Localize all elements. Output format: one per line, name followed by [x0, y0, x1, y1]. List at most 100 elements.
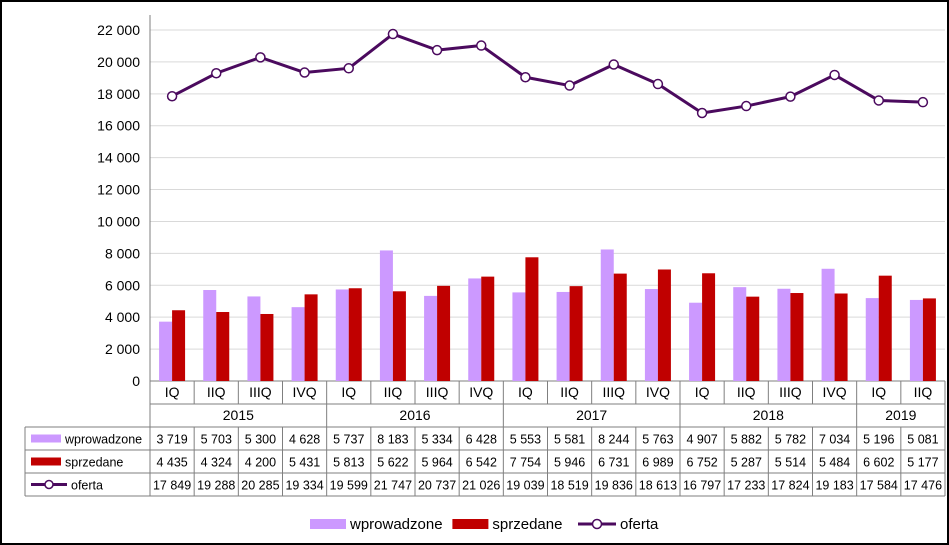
table-cell-value: 5 081 — [907, 433, 938, 447]
year-label: 2016 — [399, 407, 430, 423]
y-tick-label: 8 000 — [105, 245, 140, 261]
table-cell-value: 8 244 — [598, 433, 629, 447]
table-cell-value: 19 039 — [506, 479, 544, 493]
table-cell-value: 6 989 — [642, 456, 673, 470]
point-oferta — [785, 91, 796, 102]
table-cell-value: 19 183 — [815, 479, 853, 493]
point-oferta — [387, 28, 399, 40]
y-tick-label: 20 000 — [97, 54, 140, 70]
table-cell-value: 5 553 — [510, 433, 541, 447]
table-cell-value: 6 542 — [466, 456, 497, 470]
x-tick-label: IQ — [165, 384, 180, 400]
point-oferta — [255, 52, 266, 63]
x-tick-label: IQ — [518, 384, 533, 400]
point-oferta — [520, 71, 531, 83]
bar-sprzedane — [702, 273, 716, 381]
x-tick-label: IQ — [871, 384, 886, 400]
x-tick-label: IIQ — [207, 384, 226, 400]
y-tick-label: 22 000 — [97, 22, 140, 38]
bar-wprowadzone — [424, 295, 438, 381]
x-tick-label: IVQ — [646, 384, 670, 400]
point-oferta — [829, 69, 840, 81]
table-cell-value: 5 514 — [775, 456, 806, 470]
bar-wprowadzone — [335, 289, 349, 381]
x-tick-label: IIQ — [384, 384, 403, 400]
table-key-sprzedane — [31, 457, 61, 466]
table-cell-value: 7 754 — [510, 456, 541, 470]
y-tick-label: 18 000 — [97, 86, 140, 102]
bar-sprzedane — [834, 293, 848, 381]
y-tick-label: 12 000 — [97, 182, 140, 198]
year-label: 2018 — [753, 407, 784, 423]
table-cell-value: 19 599 — [330, 479, 368, 493]
table-cell-value: 5 813 — [333, 456, 364, 470]
bar-sprzedane — [348, 288, 362, 381]
x-tick-label: IQ — [695, 384, 710, 400]
table-cell-value: 4 907 — [686, 433, 717, 447]
table-cell-value: 6 752 — [686, 456, 717, 470]
table-cell-value: 4 200 — [245, 456, 276, 470]
table-key-marker-oferta — [44, 479, 54, 490]
legend-label: sprzedane — [492, 516, 562, 533]
table-cell-value: 21 747 — [374, 479, 412, 493]
legend-key-sprzedane — [452, 519, 489, 529]
bar-wprowadzone — [468, 278, 482, 381]
table-cell-value: 17 584 — [860, 479, 898, 493]
point-oferta — [564, 80, 575, 91]
x-tick-label: IIIQ — [602, 384, 625, 400]
bar-wprowadzone — [777, 288, 791, 381]
table-cell-value: 5 334 — [421, 433, 452, 447]
y-tick-label: 10 000 — [97, 213, 140, 229]
legend-marker-oferta — [591, 518, 603, 530]
y-tick-label: 6 000 — [105, 277, 140, 293]
x-tick-label: IIQ — [560, 384, 579, 400]
table-cell-value: 19 334 — [285, 479, 323, 493]
point-oferta — [299, 67, 310, 78]
x-tick-label: IVQ — [469, 384, 493, 400]
table-cell-value: 5 287 — [731, 456, 762, 470]
x-tick-label: IVQ — [823, 384, 847, 400]
table-cell-value: 5 763 — [642, 433, 673, 447]
x-tick-label: IQ — [341, 384, 356, 400]
bar-sprzedane — [304, 294, 318, 381]
bar-wprowadzone — [644, 289, 658, 381]
table-cell-value: 5 581 — [554, 433, 585, 447]
bar-sprzedane — [657, 269, 671, 381]
bar-sprzedane — [481, 276, 495, 381]
point-oferta — [476, 40, 487, 51]
bar-wprowadzone — [689, 302, 703, 381]
bar-sprzedane — [260, 313, 274, 381]
legend-label: wprowadzone — [349, 516, 443, 533]
table-cell-value: 18 519 — [550, 479, 588, 493]
bar-wprowadzone — [512, 292, 526, 381]
table-cell-value: 8 183 — [377, 433, 408, 447]
table-cell-value: 5 964 — [421, 456, 452, 470]
table-cell-value: 5 196 — [863, 433, 894, 447]
x-tick-label: IVQ — [293, 384, 317, 400]
table-cell-value: 5 703 — [201, 433, 232, 447]
table-cell-value: 5 737 — [333, 433, 364, 447]
point-oferta — [431, 44, 443, 56]
point-oferta — [211, 68, 222, 79]
table-cell-value: 16 797 — [683, 479, 721, 493]
x-tick-label: IIIQ — [779, 384, 802, 400]
year-label: 2017 — [576, 407, 607, 423]
table-cell-value: 4 435 — [156, 456, 187, 470]
table-cell-value: 4 324 — [201, 456, 232, 470]
bar-sprzedane — [437, 285, 451, 381]
bar-sprzedane — [525, 257, 539, 381]
bar-sprzedane — [569, 286, 583, 381]
bar-sprzedane — [790, 293, 804, 381]
bar-wprowadzone — [909, 299, 923, 381]
bar-sprzedane — [746, 296, 760, 381]
y-tick-label: 16 000 — [97, 118, 140, 134]
point-oferta — [873, 95, 884, 106]
y-tick-label: 0 — [132, 373, 140, 389]
table-cell-value: 17 476 — [904, 479, 942, 493]
bar-wprowadzone — [159, 321, 173, 381]
bar-wprowadzone — [865, 298, 879, 381]
bar-wprowadzone — [203, 290, 217, 381]
bar-sprzedane — [922, 298, 936, 381]
year-label: 2015 — [223, 407, 254, 423]
x-tick-label: IIIQ — [249, 384, 272, 400]
